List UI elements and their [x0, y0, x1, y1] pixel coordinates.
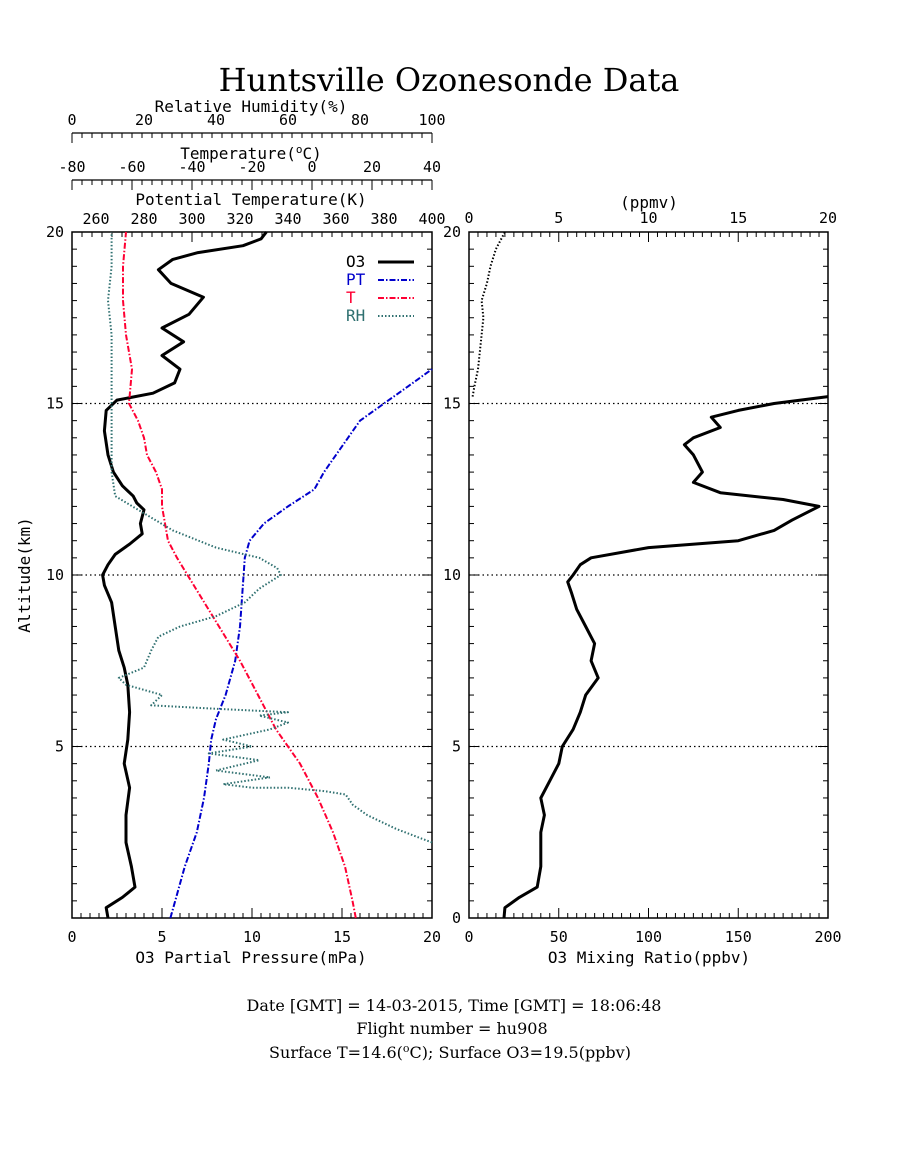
pt-tick-label: 260	[82, 210, 109, 228]
o3-pressure-axis-label: O3 Partial Pressure(mPa)	[135, 948, 366, 967]
footer-flight-number: Flight number = hu908	[356, 1019, 547, 1038]
o3-tick-label: 15	[333, 928, 351, 946]
pt-tick-label: 360	[322, 210, 349, 228]
t-tick-label: -40	[178, 158, 205, 176]
chart-title: Huntsville Ozonesonde Data	[219, 61, 680, 99]
ppmv-tick-label: 20	[819, 209, 837, 227]
o3-mixing-axis-label: O3 Mixing Ratio(ppbv)	[548, 948, 750, 967]
rh-tick-label: 20	[135, 111, 153, 129]
t-tick-label: -60	[118, 158, 145, 176]
pt-tick-label: 380	[370, 210, 397, 228]
right-altitude-tick-label: 5	[452, 738, 461, 756]
series-line-rh	[107, 232, 433, 844]
footer-date-time: Date [GMT] = 14-03-2015, Time [GMT] = 18…	[247, 996, 662, 1015]
t-tick-label: -20	[238, 158, 265, 176]
altitude-axis-label: Altitude(km)	[15, 517, 34, 633]
legend-label-o3: O3	[346, 252, 365, 271]
ppmv-tick-label: 10	[639, 209, 657, 227]
ppbv-tick-label: 50	[550, 928, 568, 946]
rh-tick-label: 0	[67, 111, 76, 129]
rh-tick-label: 60	[279, 111, 297, 129]
ppbv-tick-label: 150	[725, 928, 752, 946]
series-line-mixing-ratio-ppbv	[502, 395, 829, 919]
right-altitude-tick-label: 15	[443, 395, 461, 413]
rh-tick-label: 100	[418, 111, 445, 129]
pt-tick-label: 340	[274, 210, 301, 228]
t-tick-label: 20	[363, 158, 381, 176]
legend-label-pt: PT	[346, 270, 366, 289]
series-line-mixing-ratio-ppmv	[471, 231, 506, 397]
o3-tick-label: 0	[67, 928, 76, 946]
altitude-tick-label: 5	[55, 738, 64, 756]
legend-label-rh: RH	[346, 306, 365, 325]
altitude-tick-label: 10	[46, 566, 64, 584]
t-tick-label: 40	[423, 158, 441, 176]
right-altitude-tick-label: 0	[452, 909, 461, 927]
footer-surface-values: Surface T=14.6(oC); Surface O3=19.5(ppbv…	[269, 1042, 631, 1062]
ppbv-tick-label: 200	[814, 928, 841, 946]
ppmv-tick-label: 15	[729, 209, 747, 227]
right-panel-frame	[468, 231, 829, 919]
series-line-pt	[169, 368, 433, 919]
altitude-tick-label: 20	[46, 223, 64, 241]
ppmv-axis-label: (ppmv)	[620, 193, 678, 212]
rh-tick-label: 40	[207, 111, 225, 129]
rh-tick-label: 80	[351, 111, 369, 129]
pt-tick-label: 280	[130, 210, 157, 228]
pt-tick-label: 320	[226, 210, 253, 228]
ppmv-tick-label: 5	[554, 209, 563, 227]
t-tick-label: 0	[307, 158, 316, 176]
series-line-o3	[101, 231, 268, 919]
right-altitude-tick-label: 20	[443, 223, 461, 241]
o3-tick-label: 20	[423, 928, 441, 946]
legend-label-t: T	[346, 288, 356, 307]
ppmv-tick-label: 0	[464, 209, 473, 227]
altitude-tick-label: 15	[46, 395, 64, 413]
ppbv-tick-label: 0	[464, 928, 473, 946]
temperature-axis-label: Temperature(oC)	[180, 143, 321, 163]
o3-tick-label: 10	[243, 928, 261, 946]
ppbv-tick-label: 100	[635, 928, 662, 946]
pt-tick-label: 300	[178, 210, 205, 228]
t-tick-label: -80	[58, 158, 85, 176]
o3-tick-label: 5	[157, 928, 166, 946]
pt-tick-label: 400	[418, 210, 445, 228]
rh-axis-label: Relative Humidity(%)	[155, 97, 348, 116]
pt-axis-label: Potential Temperature(K)	[135, 190, 366, 209]
right-altitude-tick-label: 10	[443, 566, 461, 584]
